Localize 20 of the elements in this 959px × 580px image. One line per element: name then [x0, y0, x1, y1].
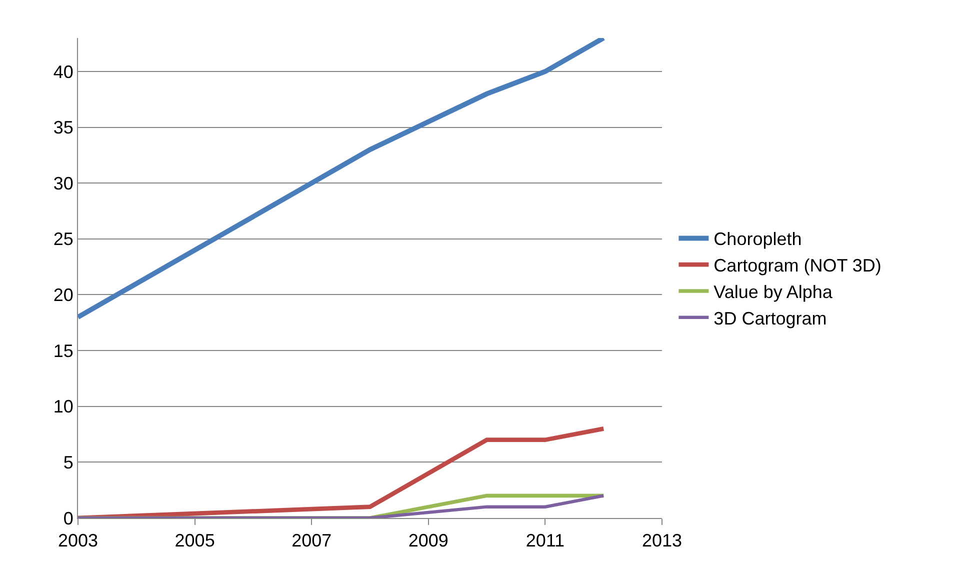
line-series: [78, 426, 606, 518]
x-tick-label: 2007: [292, 530, 332, 551]
x-tick-label: 2009: [408, 530, 448, 551]
x-tick-label: 2011: [526, 530, 565, 551]
legend-label: 3D Cartogram: [714, 308, 827, 328]
y-tick-label: 15: [53, 340, 74, 361]
y-tick-label: 20: [53, 285, 74, 306]
y-tick-label: 5: [63, 452, 74, 472]
y-tick-label: 35: [53, 118, 74, 138]
x-tick-label: 2005: [174, 530, 215, 551]
y-tick-label: 25: [53, 229, 74, 250]
legend-label: Choropleth: [714, 229, 802, 250]
legend-label: Value by Alpha: [714, 282, 834, 302]
legend-label: Cartogram (NOT 3D): [714, 256, 882, 276]
y-tick-label: 10: [53, 396, 74, 417]
x-tick-label: 2003: [58, 530, 98, 551]
x-tick-label: 2013: [642, 530, 682, 551]
y-tick-label: 0: [63, 508, 74, 528]
y-tick-label: 40: [53, 62, 74, 82]
y-tick-label: 30: [53, 173, 74, 194]
